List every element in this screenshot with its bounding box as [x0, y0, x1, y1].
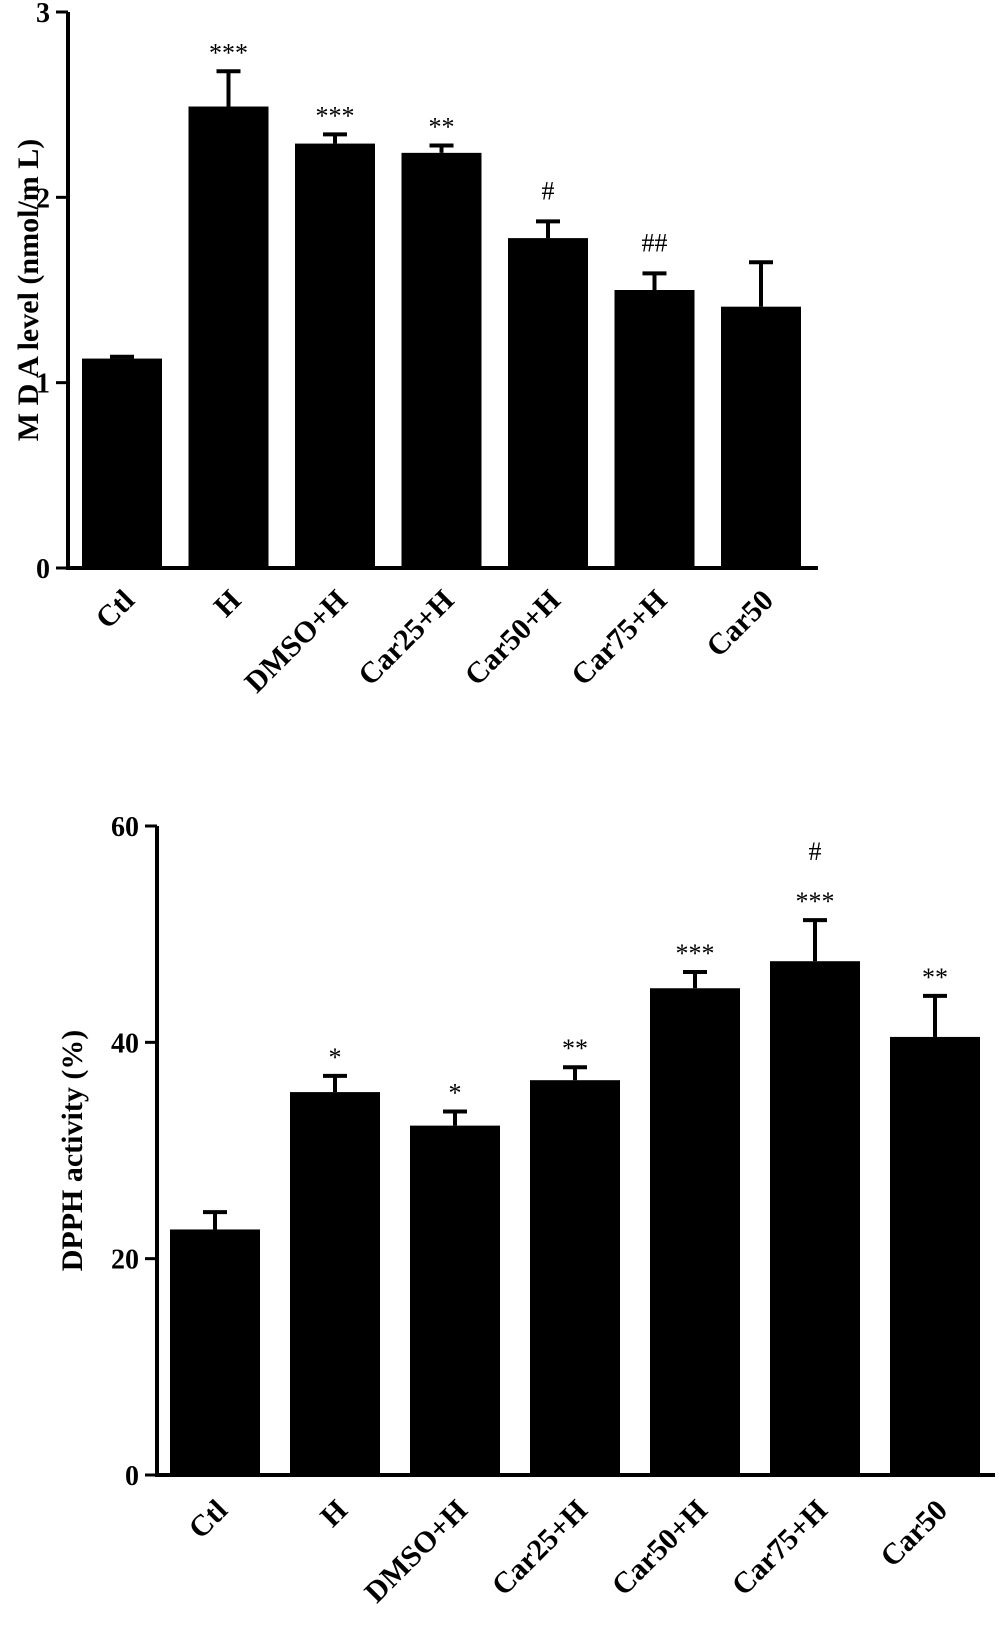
mda-bar-2 — [295, 143, 375, 568]
mda-category-label-4: Car50+H — [458, 584, 566, 692]
dpph-bar-1 — [290, 1092, 380, 1475]
mda-chart: 0 1 2 3 M D A level (nmol/m L) Ctl *** H *** DMSO… — [12, 0, 818, 699]
dpph-category-label-6: Car50 — [874, 1494, 954, 1574]
dpph-significance-label: *** — [676, 939, 715, 968]
dpph-y-tick-label: 20 — [111, 1245, 139, 1276]
mda-significance-label: ** — [429, 112, 455, 141]
mda-bar-0 — [82, 358, 162, 568]
mda-category-label-0: Ctl — [89, 584, 141, 636]
dpph-chart: 0 20 40 60 DPPH activity (%) Ctl * H * DMSO+H ** Ca… — [56, 812, 995, 1609]
mda-category-label-3: Car25+H — [352, 584, 460, 692]
dpph-bar-6 — [890, 1036, 980, 1475]
mda-y-tick-label: 3 — [36, 0, 50, 29]
dpph-bar-4 — [650, 988, 740, 1475]
dpph-significance-label: * — [449, 1079, 462, 1108]
mda-category-label-5: Car75+H — [565, 584, 673, 692]
dpph-significance-label: ** — [922, 963, 948, 992]
dpph-significance-label: * — [329, 1043, 342, 1072]
mda-significance-label: *** — [316, 101, 355, 130]
mda-significance-label: ## — [642, 228, 668, 257]
mda-bar-6 — [721, 306, 801, 568]
mda-y-tick-label: 1 — [36, 369, 50, 400]
mda-y-tick-label: 2 — [36, 183, 50, 214]
dpph-bar-0 — [170, 1229, 260, 1475]
dpph-y-axis-title: DPPH activity (%) — [56, 1030, 89, 1272]
mda-bar-1 — [188, 106, 269, 569]
dpph-significance-label: *** — [796, 887, 835, 916]
mda-significance-label: *** — [209, 38, 248, 67]
dpph-significance-label: ** — [562, 1034, 588, 1063]
dpph-bar-2 — [410, 1125, 500, 1475]
mda-bar-5 — [614, 290, 695, 568]
mda-bar-3 — [401, 152, 482, 568]
mda-bar-4 — [508, 238, 588, 568]
dpph-category-label-3: Car25+H — [485, 1494, 593, 1602]
dpph-y-tick-label: 0 — [125, 1461, 139, 1492]
dpph-bar-3 — [530, 1080, 620, 1475]
mda-y-axis-title: M D A level (nmol/m L) — [12, 139, 45, 441]
dpph-category-label-2: DMSO+H — [358, 1494, 474, 1610]
dpph-bar-5 — [770, 961, 860, 1475]
mda-significance-label: # — [542, 176, 555, 205]
dpph-category-label-4: Car50+H — [605, 1494, 713, 1602]
mda-y-tick-label: 0 — [36, 554, 50, 585]
dpph-category-label-5: Car75+H — [725, 1494, 833, 1602]
dpph-y-tick-label: 60 — [111, 812, 139, 843]
dpph-y-tick-label: 40 — [111, 1028, 139, 1059]
mda-category-label-1: H — [208, 584, 248, 624]
mda-category-label-2: DMSO+H — [238, 584, 354, 700]
dpph-significance-label: # — [809, 837, 822, 866]
dpph-category-label-1: H — [314, 1494, 354, 1534]
mda-category-label-6: Car50 — [700, 584, 780, 664]
dpph-category-label-0: Ctl — [182, 1494, 234, 1546]
